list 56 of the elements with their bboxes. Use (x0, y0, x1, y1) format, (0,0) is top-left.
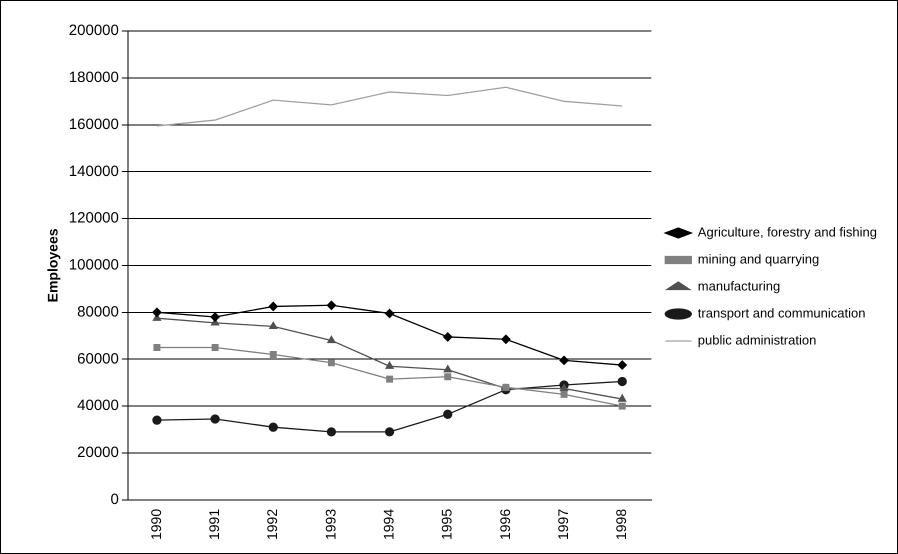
x-tick-label: 1991 (206, 508, 222, 540)
y-tick-label: 180000 (68, 69, 119, 86)
point (384, 427, 394, 437)
point (270, 351, 277, 358)
point (384, 308, 394, 318)
y-tick-label: 40000 (77, 397, 119, 414)
point (268, 422, 278, 432)
y-tick-label: 200000 (68, 22, 119, 40)
y-tick-label: 0 (110, 490, 119, 508)
point (443, 332, 452, 342)
point (444, 373, 452, 380)
x-tick-label: 1998 (613, 508, 630, 540)
point (501, 334, 511, 344)
y-tick-label: 140000 (68, 162, 119, 180)
point (327, 336, 336, 344)
point (618, 402, 626, 410)
legend-label: mining and quarrying (698, 252, 820, 267)
point (618, 394, 626, 402)
point (444, 365, 452, 372)
point (559, 356, 569, 366)
x-tick-label: 1992 (264, 508, 280, 540)
y-tick-label: 120000 (68, 210, 119, 227)
x-tick-label: 1990 (148, 508, 164, 540)
point (268, 302, 278, 312)
x-tick-label: 1995 (438, 508, 455, 540)
x-tick-label: 1994 (380, 508, 396, 540)
y-tick-label: 20000 (77, 444, 119, 462)
legend-label: public administration (698, 332, 816, 348)
point (385, 362, 394, 369)
legend-label: Agriculture, forestry and fishing (698, 224, 878, 240)
point (443, 410, 452, 419)
point (326, 300, 336, 310)
point (618, 360, 627, 370)
x-tick-label: 1993 (322, 508, 338, 540)
point (269, 322, 278, 330)
y-tick-label: 100000 (68, 256, 119, 274)
legend-label: transport and communication (698, 306, 866, 321)
x-tick-label: 1996 (496, 508, 513, 540)
point (560, 390, 568, 398)
legend-label: manufacturing (698, 278, 780, 294)
y-tick-label: 160000 (68, 116, 119, 133)
y-tick-label: 80000 (77, 303, 119, 320)
point (152, 416, 162, 425)
y-axis-title: Employees (44, 228, 60, 302)
point (386, 376, 394, 383)
point (212, 344, 219, 351)
point (328, 359, 335, 366)
point (153, 344, 160, 351)
point (210, 312, 220, 322)
x-tick-label: 1997 (554, 508, 571, 540)
point (618, 376, 627, 386)
point (560, 384, 568, 392)
point (210, 414, 220, 424)
point (326, 427, 336, 437)
point (152, 308, 162, 317)
y-tick-label: 60000 (77, 350, 119, 368)
